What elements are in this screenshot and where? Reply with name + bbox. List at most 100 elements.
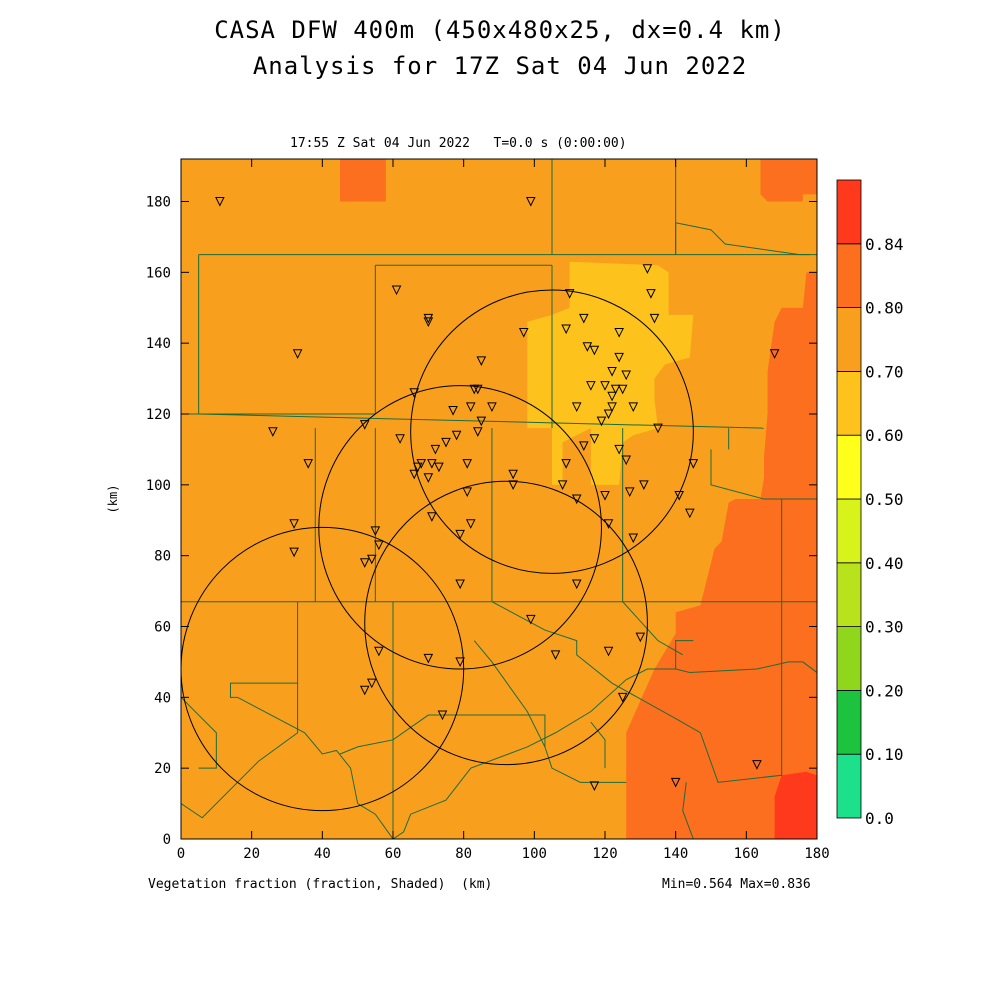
county-line-26 — [675, 661, 817, 674]
station-marker — [684, 508, 695, 519]
colorbar-swatch — [836, 434, 862, 500]
x-tick-label: 120 — [592, 846, 617, 862]
station-marker — [642, 264, 653, 274]
station-marker — [571, 579, 582, 590]
footer-variable-label: Vegetation fraction (fraction, Shaded) (… — [148, 877, 493, 892]
station-marker — [525, 197, 536, 207]
colorbar-label: 0.70 — [865, 362, 904, 381]
x-tick-label: 180 — [804, 846, 829, 862]
county-line-29 — [181, 696, 217, 769]
station-marker — [628, 402, 639, 413]
y-tick-label: 140 — [146, 336, 171, 352]
station-marker — [752, 760, 762, 770]
station-marker — [589, 434, 600, 444]
colorbar-swatch — [836, 753, 862, 819]
station-marker — [416, 459, 427, 469]
station-marker — [359, 420, 370, 430]
station-marker — [427, 512, 437, 522]
colorbar-swatch — [836, 562, 862, 627]
axes: 0 20 40 60 80 100 120 140 160 180 0 20 40 60 80 100 120 1… — [146, 159, 830, 862]
station-marker — [582, 342, 593, 352]
station-marker — [518, 328, 529, 338]
station-marker — [603, 409, 614, 420]
station-marker — [465, 519, 476, 529]
shaded-region-3 — [340, 159, 386, 202]
station-marker — [561, 324, 571, 335]
station-marker — [434, 462, 444, 473]
y-tick-label: 80 — [154, 549, 171, 565]
station-marker — [366, 554, 377, 565]
county-line-17 — [491, 428, 783, 783]
station-marker — [589, 345, 600, 356]
station-marker — [423, 653, 434, 664]
station-marker — [603, 519, 614, 529]
station-marker — [600, 381, 610, 391]
y-tick-label: 160 — [146, 265, 171, 281]
plot-subtitle: 17:55 Z Sat 04 Jun 2022 T=0.0 s (0:00:00… — [290, 136, 627, 151]
county-line-28 — [682, 782, 694, 839]
station-marker — [366, 678, 377, 689]
station-marker — [455, 657, 465, 668]
station-marker — [508, 480, 518, 490]
colorbar-swatch — [836, 179, 862, 245]
shaded-regions — [181, 159, 817, 839]
station-marker — [430, 444, 441, 455]
x-tick-label: 80 — [455, 846, 472, 862]
station-marker — [448, 405, 458, 416]
station-marker — [674, 490, 685, 501]
station-marker — [441, 437, 451, 448]
y-tick-label: 20 — [154, 761, 171, 777]
station-marker — [600, 490, 610, 501]
station-marker — [607, 402, 617, 413]
station-marker — [550, 650, 561, 660]
x-tick-label: 40 — [314, 846, 331, 862]
station-marker — [589, 781, 600, 791]
station-marker — [607, 391, 617, 402]
colorbar-swatch — [836, 307, 862, 372]
station-marker — [427, 459, 437, 469]
station-marker — [292, 349, 303, 359]
station-marker — [455, 579, 465, 590]
station-marker — [455, 529, 465, 540]
station-marker — [617, 692, 628, 703]
colorbar-swatch — [836, 243, 862, 309]
station-marker — [289, 519, 299, 529]
x-tick-label: 140 — [663, 846, 688, 862]
colorbar-label: 0.40 — [865, 554, 904, 573]
y-tick-label: 40 — [154, 690, 171, 706]
colorbar-label: 0.80 — [865, 299, 904, 318]
county-line-20 — [181, 683, 299, 819]
station-marker — [289, 547, 299, 558]
station-marker — [525, 614, 536, 625]
colorbar-swatch — [836, 370, 862, 436]
x-tick-label: 60 — [385, 846, 402, 862]
county-line-27 — [590, 721, 606, 769]
station-marker — [395, 434, 405, 444]
station-marker — [646, 289, 656, 299]
colorbar-label: 0.0 — [865, 809, 894, 828]
station-marker — [303, 459, 314, 469]
radar-range-rings — [181, 289, 694, 812]
y-tick-label: 60 — [154, 620, 171, 636]
station-marker — [487, 402, 497, 413]
station-marker — [621, 370, 632, 381]
colorbar-label: 0.30 — [865, 618, 904, 637]
station-marker — [628, 533, 639, 544]
station-marker — [476, 416, 487, 427]
station-marker — [649, 313, 660, 324]
station-marker — [412, 462, 423, 473]
station-marker — [423, 473, 434, 483]
station-marker — [653, 423, 663, 434]
station-marker — [603, 646, 614, 657]
station-marker — [610, 384, 621, 395]
station-marker — [607, 367, 617, 377]
x-tick-label: 100 — [522, 846, 547, 862]
station-marker — [409, 469, 420, 480]
shaded-region-1 — [626, 272, 817, 839]
ring-center-west — [318, 385, 602, 670]
station-marker — [359, 685, 370, 696]
station-marker — [614, 444, 624, 455]
colorbar-label: 0.84 — [865, 235, 904, 254]
county-line-22 — [474, 714, 546, 747]
